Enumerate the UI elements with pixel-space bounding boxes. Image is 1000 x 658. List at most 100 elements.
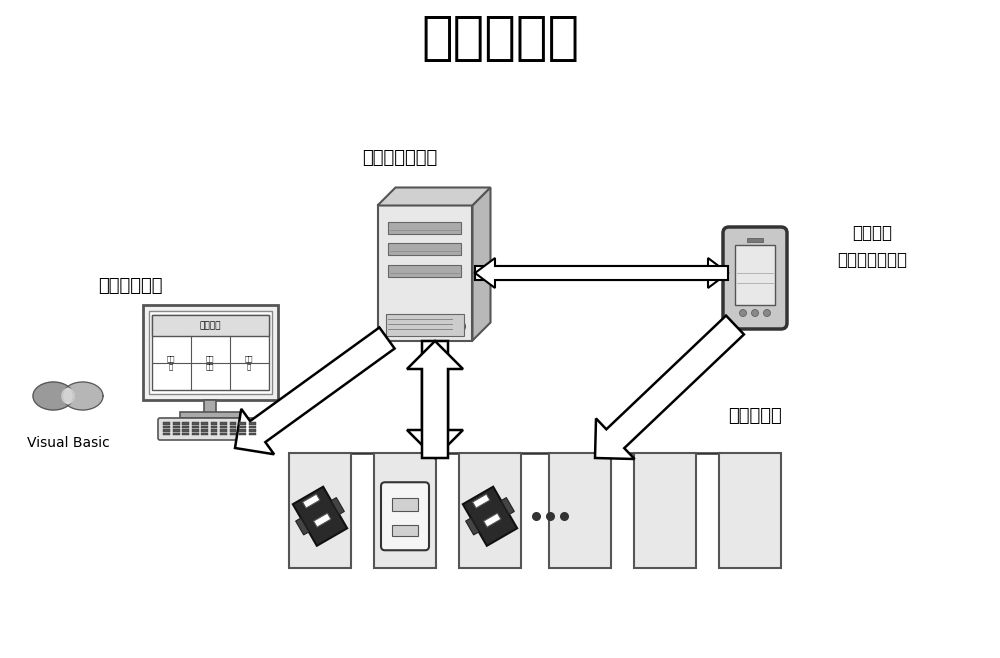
Text: 移动终端: 移动终端 [852,224,892,242]
Text: 利用
率: 利用 率 [245,356,253,370]
Polygon shape [595,316,744,459]
Bar [392,525,418,536]
Bar [182,432,189,435]
Bar [735,245,775,305]
Bar [249,426,256,428]
Bar [392,498,418,511]
Bar [331,497,344,515]
Polygon shape [475,258,728,288]
Bar [201,422,208,424]
Bar [192,429,198,432]
Text: （微信小程序）: （微信小程序） [837,251,907,269]
Bar [163,432,170,435]
Polygon shape [33,382,74,410]
Bar [210,432,217,435]
Text: 后台管理中心: 后台管理中心 [98,277,162,295]
Bar [180,412,240,418]
Bar [230,432,236,435]
Bar [719,453,781,568]
Text: 充电桦车位: 充电桦车位 [728,407,782,425]
Bar [201,429,208,432]
Bar [463,487,517,545]
Bar [163,429,170,432]
Circle shape [764,309,770,316]
Bar [473,494,490,508]
Bar [549,453,611,568]
Bar [466,518,479,535]
Circle shape [455,322,465,332]
FancyBboxPatch shape [378,205,472,340]
Polygon shape [472,188,490,340]
Bar [484,513,501,527]
Bar [230,426,236,428]
Bar [239,429,246,432]
Text: 车位
号: 车位 号 [167,356,175,370]
Bar [173,429,180,432]
Bar [182,422,189,424]
Circle shape [752,309,759,316]
Bar [386,313,464,336]
Bar [192,422,198,424]
Bar [220,432,227,435]
Bar [303,494,320,508]
Bar [192,432,198,435]
Bar [163,426,170,428]
Bar [182,426,189,428]
Bar [747,238,763,242]
Bar [204,400,216,414]
Bar [239,426,246,428]
Bar [293,487,347,545]
Bar [634,453,696,568]
Bar [210,422,217,424]
Bar [173,422,180,424]
Bar [220,429,227,432]
Bar [148,311,272,394]
Bar [249,429,256,432]
Text: 系统结构图: 系统结构图 [421,12,579,64]
Bar [163,422,170,424]
Bar [249,422,256,424]
Bar [173,426,180,428]
Bar [239,432,246,435]
Bar [152,315,269,390]
Bar [501,497,514,515]
Bar [388,265,461,278]
Text: 服务器及数据库: 服务器及数据库 [362,149,438,167]
Bar [220,426,227,428]
Bar [173,432,180,435]
Polygon shape [378,188,490,205]
Bar [210,426,217,428]
Bar [374,453,436,568]
Text: 车位管理: 车位管理 [199,321,221,330]
Polygon shape [62,388,74,404]
Bar [388,243,461,255]
Bar [459,453,521,568]
FancyBboxPatch shape [158,418,262,440]
Bar [182,429,189,432]
Bar [239,422,246,424]
Bar [210,429,217,432]
Polygon shape [407,341,463,458]
Bar [152,315,269,336]
Bar [230,422,236,424]
Circle shape [740,309,746,316]
FancyBboxPatch shape [381,482,429,550]
Bar [143,305,278,400]
Bar [230,429,236,432]
Bar [314,513,331,527]
Bar [192,426,198,428]
Bar [201,426,208,428]
Text: Visual Basic: Visual Basic [27,436,109,450]
Bar [296,518,309,535]
Bar [249,432,256,435]
FancyBboxPatch shape [723,227,787,329]
Polygon shape [407,341,463,458]
Polygon shape [62,382,103,410]
Bar [388,222,461,234]
Bar [289,453,351,568]
Polygon shape [235,328,395,454]
Polygon shape [475,258,728,288]
Text: 预约
时间: 预约 时间 [206,356,214,370]
Bar [201,432,208,435]
Bar [220,422,227,424]
